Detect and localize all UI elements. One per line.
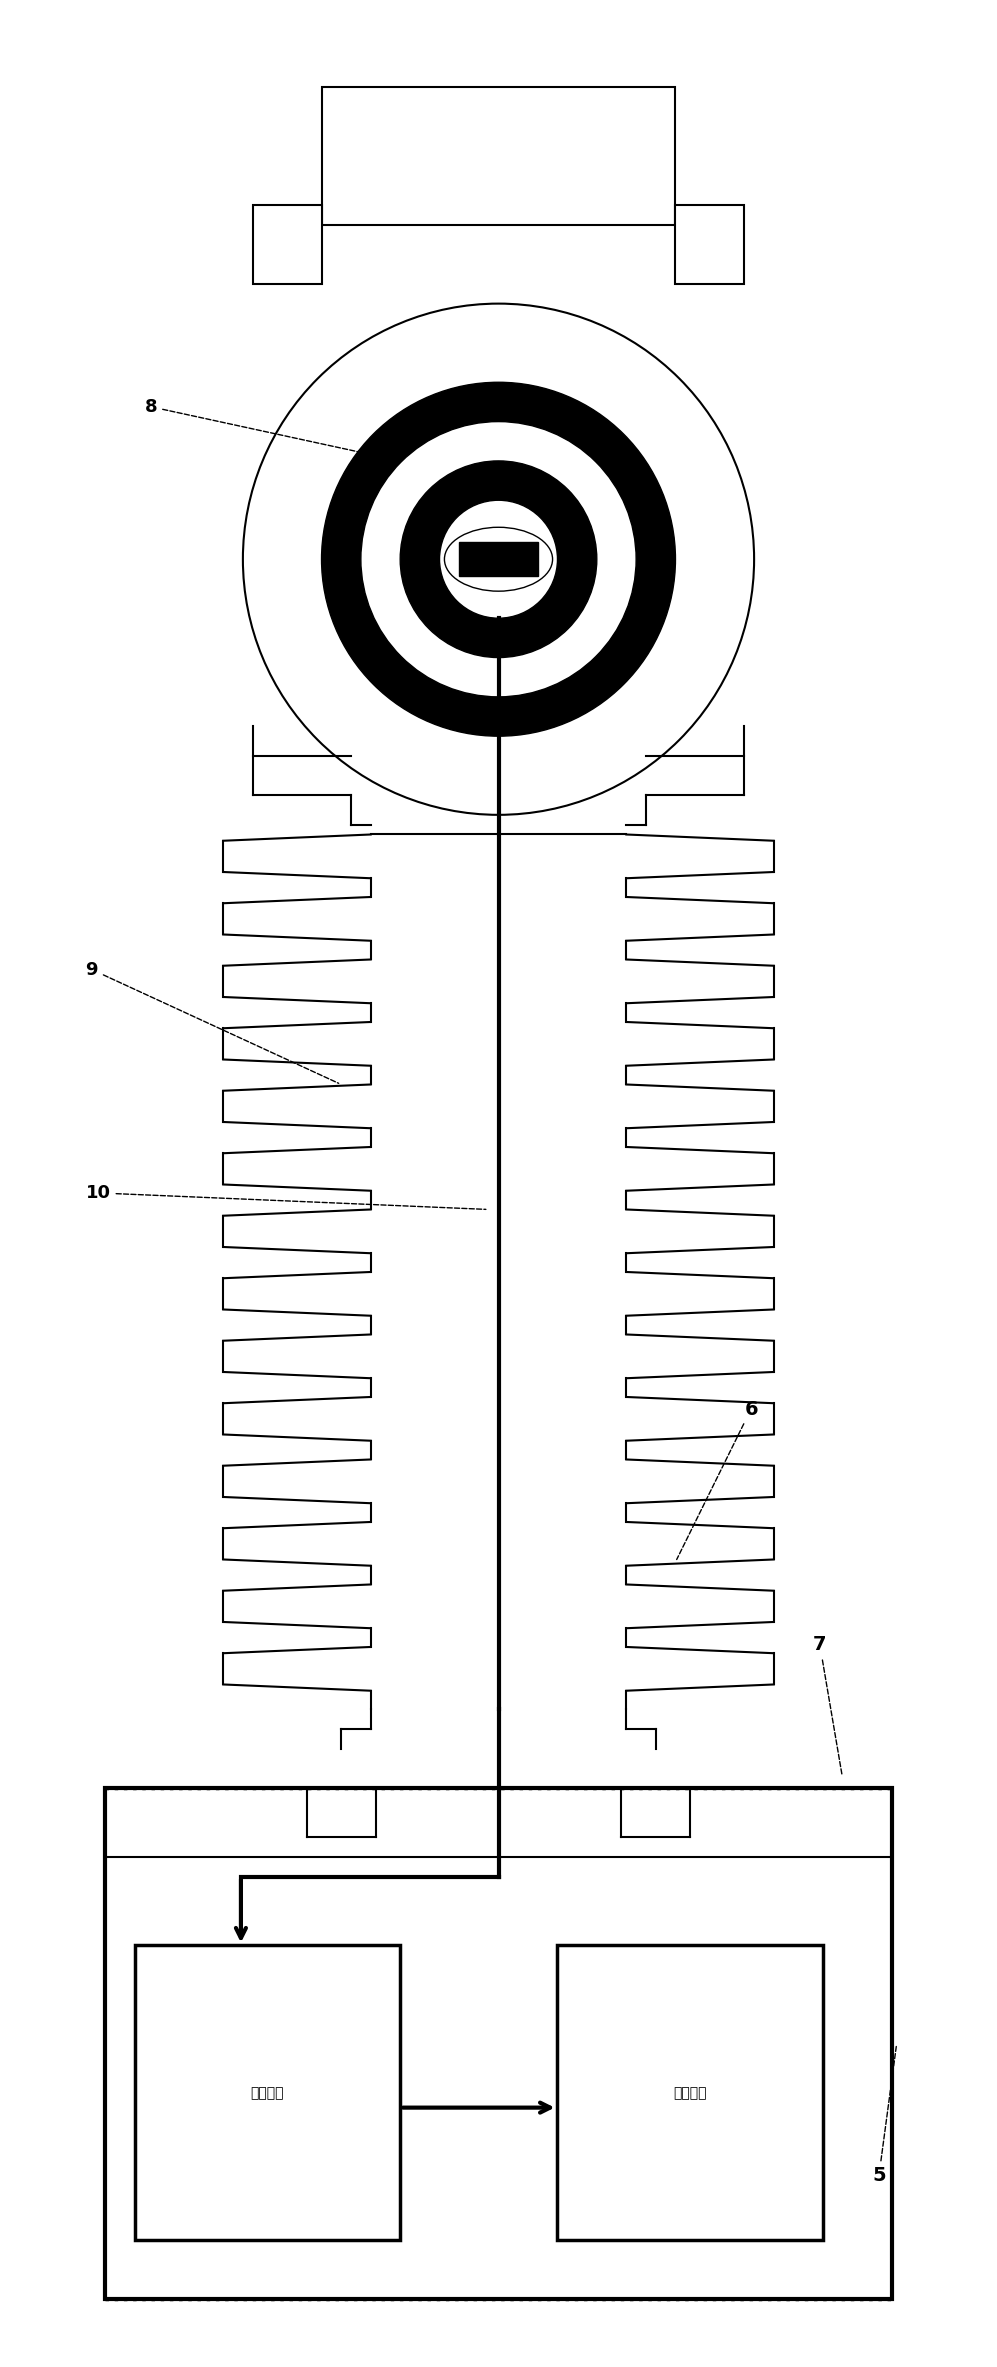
- Text: 9: 9: [86, 961, 339, 1084]
- Bar: [252, 206, 322, 284]
- Bar: [675, 206, 745, 284]
- Text: 8: 8: [145, 398, 398, 459]
- Text: 远传模块: 远传模块: [250, 2085, 284, 2100]
- Text: 6: 6: [677, 1399, 758, 1560]
- Text: 10: 10: [86, 1184, 486, 1210]
- Text: 5: 5: [872, 2047, 896, 2185]
- Circle shape: [400, 462, 597, 658]
- Bar: [106, 1787, 891, 2298]
- Bar: [322, 88, 675, 225]
- Text: 7: 7: [814, 1636, 842, 1775]
- Text: 直流电源: 直流电源: [673, 2085, 707, 2100]
- Circle shape: [361, 421, 636, 696]
- Bar: [557, 1946, 823, 2239]
- Circle shape: [243, 303, 754, 814]
- Bar: [460, 542, 537, 578]
- Circle shape: [322, 381, 675, 736]
- Bar: [135, 1946, 400, 2239]
- Circle shape: [440, 499, 557, 618]
